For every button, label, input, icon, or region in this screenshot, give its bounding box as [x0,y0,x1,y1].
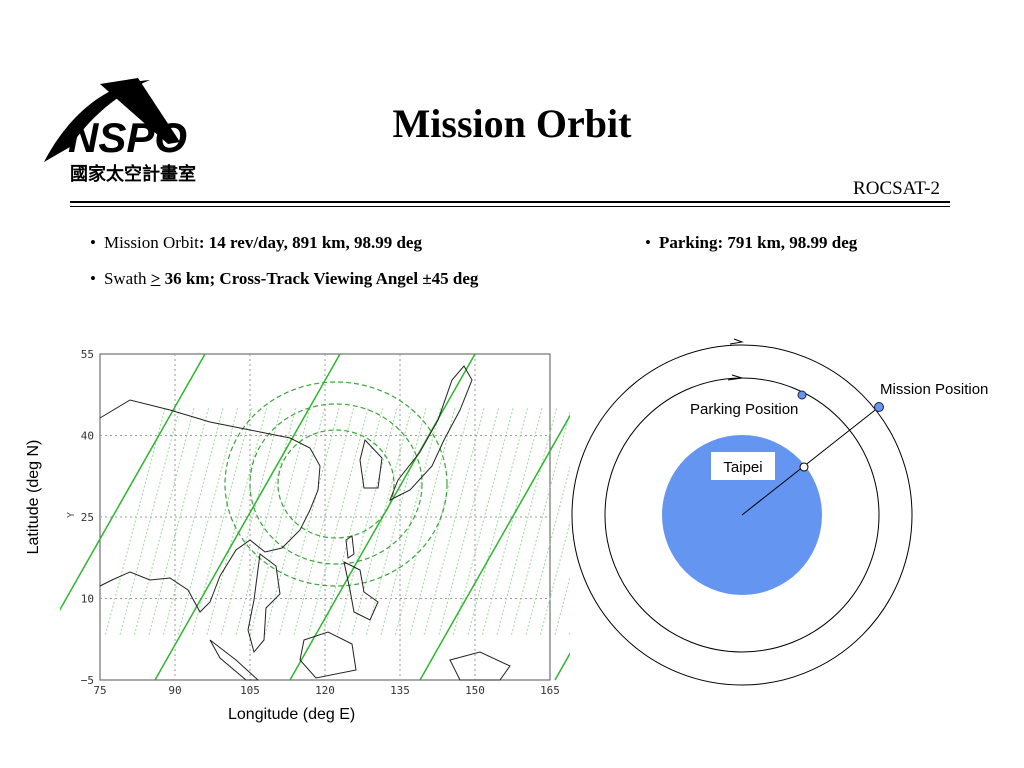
swath-stripe [278,408,340,637]
parking-text: Parking: 791 km, 98.99 deg [658,233,858,252]
mission-position-marker [874,402,884,412]
mission-orbit-value: : 14 rev/day, 891 km, 98.99 deg [198,233,422,252]
x-tick-label: 165 [540,684,560,697]
swath-stripe [554,575,570,637]
coastline-korea [359,438,383,489]
swath-stripe [365,408,427,637]
swath-stripe [293,408,354,637]
inner-y-axis-label: Y [66,512,77,518]
swath-stripe [525,465,570,637]
x-tick-label: 105 [240,684,260,697]
swath-ge: > [150,269,161,288]
coastline-japan [389,365,473,502]
parking-position-label: Parking Position [690,401,798,418]
header-rule-bottom [70,206,950,207]
page-title: Mission Orbit [392,101,632,146]
bullet-parking: • Parking: 791 km, 98.99 deg [645,233,858,252]
swath-stripe [336,408,398,637]
y-tick-label: 10 [81,593,94,606]
coastline-taiwan [345,535,355,559]
header-rule-top [70,201,950,203]
coastline-asia [99,399,321,613]
swath-stripe [496,408,557,637]
parking-orbit-arrow [727,374,743,381]
swath-stripe [322,408,383,637]
y-tick-label: 40 [81,430,94,443]
mission-position-label: Mission Position [880,381,988,398]
ground-track-map: 75 90 105 120 135 150 165 55 40 25 10 −5 Y [60,348,570,697]
x-tick-label: 120 [315,684,335,697]
swath-stripe [162,408,224,637]
x-tick-label: 75 [93,684,106,697]
coastline-borneo [299,631,357,679]
logo-text: NSPO [68,114,187,161]
bullet-mission-orbit: • Mission Orbit: 14 rev/day, 891 km, 98.9… [90,233,422,252]
ground-track [60,353,206,612]
taipei-label-box [711,452,775,480]
nspo-logo: NSPO 國家太空計畫室 [44,78,196,185]
swath-stripe [220,408,282,637]
x-tick-label: 90 [168,684,181,697]
swath-stripe [119,408,180,637]
swath-stripe [438,408,499,637]
swath-label: Swath [103,269,147,288]
swath-stripe [249,408,311,637]
ground-track [419,414,570,681]
swath-stripe [452,408,514,637]
page-subtitle: ROCSAT-2 [853,178,940,199]
taipei-marker [799,462,809,472]
taipei-label: Taipei [723,459,762,476]
swath-stripe [409,408,470,637]
visibility-circle-outer [224,381,448,587]
logo-chinese: 國家太空計畫室 [70,163,196,185]
coastline-philippines [343,561,379,621]
line-of-sight [741,406,880,516]
coastline-new-guinea [449,651,511,681]
map-x-axis-label: Longitude (deg E) [228,706,356,723]
swath-stripe [177,408,238,637]
swath-stripe [307,408,369,637]
swath-stripe [510,410,570,637]
mission-orbit-label: Mission Orbit [103,233,199,252]
visibility-circle-inner [277,429,395,539]
visibility-circles [224,381,448,587]
y-tick-label: 25 [81,511,94,524]
coastlines [99,365,511,681]
y-tick-label: −5 [81,674,94,687]
swath-stripe [539,520,570,637]
map-y-axis-label: Latitude (deg N) [25,439,42,555]
swath-value: 36 km; Cross-Track Viewing Angel ±45 deg [160,269,479,288]
orbit-diagram: Taipei Parking Position Mission Position [571,338,988,686]
visibility-circle-middle [249,403,423,565]
bullet-swath: • Swath > 36 km; Cross-Track Viewing Ange… [90,269,479,288]
swath-stripe [351,408,412,637]
swath-stripe [423,408,485,637]
x-tick-label: 150 [465,684,485,697]
coastline-sumatra [209,639,260,681]
parking-position-marker [797,390,807,400]
swath-stripe [467,408,528,637]
swath-stripe [133,408,195,637]
swath-stripe [148,408,209,637]
x-tick-label: 135 [390,684,410,697]
swath-stripe [235,408,296,637]
swath-stripe [394,408,456,637]
mission-orbit-circle [571,344,913,686]
swath-stripe [380,408,441,637]
coastline-indochina [247,553,281,654]
y-tick-label: 55 [81,348,94,361]
swath-stripe [206,408,267,637]
swath-stripe [104,408,166,637]
mission-orbit-arrow [729,338,744,345]
swath-stripe [481,408,543,637]
